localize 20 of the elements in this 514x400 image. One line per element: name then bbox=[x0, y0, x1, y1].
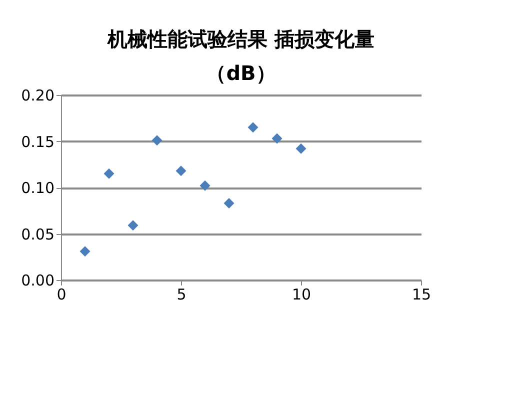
y-tick-label: 0.00 bbox=[21, 272, 54, 290]
y-tick-label: 0.10 bbox=[21, 179, 54, 197]
chart-title: 机械性能试验结果 插损变化量（dB） bbox=[106, 27, 374, 85]
point bbox=[176, 166, 186, 176]
point bbox=[128, 220, 138, 231]
point bbox=[104, 168, 114, 179]
x-tick-label: 5 bbox=[176, 286, 186, 304]
point bbox=[248, 122, 258, 133]
point bbox=[296, 143, 306, 154]
y-tick-label: 0.05 bbox=[21, 225, 54, 244]
point bbox=[200, 180, 210, 191]
y-tick-label: 0.15 bbox=[21, 132, 54, 151]
point bbox=[152, 135, 162, 146]
point bbox=[80, 246, 90, 257]
point bbox=[272, 133, 282, 144]
x-tick-label: 0 bbox=[56, 286, 66, 304]
y-tick-label: 0.20 bbox=[21, 86, 54, 104]
point bbox=[224, 198, 234, 208]
x-tick-label: 15 bbox=[412, 286, 432, 304]
x-tick-label: 10 bbox=[292, 286, 312, 304]
